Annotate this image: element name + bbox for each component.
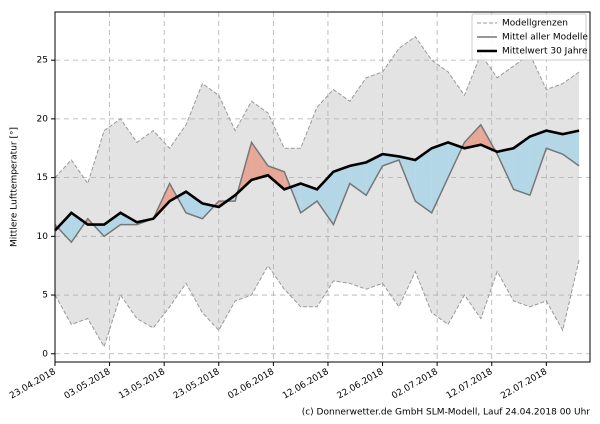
legend-box (471, 13, 587, 61)
x-tick-label: 13.05.2018 (117, 367, 167, 402)
legend-label: Mittel aller Modelle (502, 33, 588, 43)
difference-fill (562, 130, 580, 166)
difference-fill (349, 162, 367, 196)
difference-fill (57, 212, 72, 243)
y-tick-label: 0 (42, 349, 48, 359)
x-tick-label: 12.07.2018 (445, 367, 495, 402)
x-tick-label: 23.05.2018 (172, 367, 222, 402)
difference-fill (366, 154, 383, 196)
difference-fill (186, 191, 203, 219)
difference-fill (464, 124, 481, 149)
y-tick-label: 15 (37, 173, 48, 183)
difference-fill (267, 165, 285, 190)
difference-fill (300, 183, 318, 213)
x-tick-label: 22.06.2018 (336, 367, 386, 402)
x-tick-label: 03.05.2018 (63, 367, 113, 402)
difference-fill (71, 212, 86, 243)
difference-fill (333, 165, 350, 225)
difference-fill (546, 130, 563, 155)
difference-fill (529, 130, 547, 196)
x-tick-label: 02.06.2018 (226, 367, 276, 402)
difference-fill (317, 171, 334, 225)
difference-fill (104, 212, 121, 237)
x-tick-label: 12.06.2018 (281, 367, 331, 402)
y-tick-label: 25 (37, 56, 48, 66)
difference-fill (415, 148, 432, 213)
legend-label: Mittelwert 30 Jahre (502, 47, 588, 57)
model-mean-line (54, 123, 580, 244)
legend-label: Modellgrenzen (502, 19, 568, 29)
y-tick-label: 10 (37, 232, 49, 242)
climate-mean-line (54, 129, 580, 232)
x-tick-label: 22.07.2018 (499, 367, 549, 402)
difference-fill (251, 142, 268, 180)
difference-fill (431, 142, 449, 213)
plot-frame (54, 11, 591, 363)
y-axis-label: Mittlere Lufttemperatur [°] (10, 127, 20, 247)
y-tick-label: 5 (42, 291, 48, 301)
difference-fill (513, 136, 530, 196)
x-tick-label: 23.04.2018 (8, 367, 58, 402)
x-tick-label: 02.07.2018 (390, 367, 440, 402)
upper-limit-line (54, 35, 580, 185)
footer: (c) Donnerwetter.de GmbH SLM-Modell, Lau… (302, 408, 591, 418)
lower-limit-line (54, 259, 580, 348)
y-tick-label: 20 (37, 114, 49, 124)
